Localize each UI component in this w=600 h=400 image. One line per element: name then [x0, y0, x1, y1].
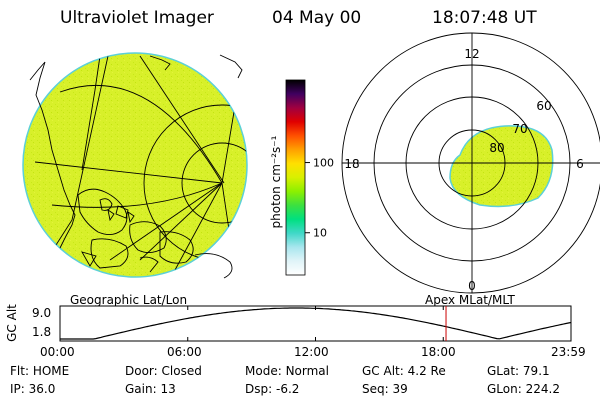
info-dsp: Dsp: -6.2	[245, 382, 299, 396]
xtick-3: 18:00	[421, 345, 456, 359]
info-seq-label: Seq:	[362, 382, 389, 396]
info-flt: Flt: HOME	[10, 364, 69, 378]
info-gcalt-label: GC Alt:	[362, 364, 404, 378]
colorbar-ticks: 100 10	[305, 157, 334, 240]
auroral-oval	[449, 125, 554, 208]
altitude-ytick-max: 9.0	[32, 306, 52, 320]
time-label: 18:07:48 UT	[432, 8, 537, 28]
altitude-frame	[59, 305, 572, 342]
info-mode: Mode: Normal	[245, 364, 329, 378]
info-door-value: Closed	[161, 364, 202, 378]
polar-plot: 12 18 6 0 60 70 80	[341, 32, 600, 294]
info-mode-value: Normal	[285, 364, 329, 378]
info-gain: Gain: 13	[125, 382, 176, 396]
polar-grid	[341, 32, 600, 294]
xtick-4: 23:59	[551, 345, 586, 359]
info-door: Door: Closed	[125, 364, 202, 378]
mlt-label-left: 18	[344, 157, 359, 171]
left-panel-label: Geographic Lat/Lon	[70, 293, 188, 307]
coastlines	[29, 54, 243, 279]
right-panel-label: Apex MLat/MLT	[425, 293, 515, 307]
mlat-label-80: 80	[489, 141, 504, 155]
info-door-label: Door:	[125, 364, 158, 378]
mlat-label-70: 70	[512, 122, 527, 136]
mlt-label-bottom: 0	[468, 279, 476, 293]
info-flt-label: Flt:	[10, 364, 29, 378]
image-disk	[22, 52, 248, 278]
info-glon-value: 224.2	[525, 382, 560, 396]
colorbar-rect	[285, 79, 306, 276]
info-seq: Seq: 39	[362, 382, 408, 396]
info-ip: IP: 36.0	[10, 382, 55, 396]
colorbar-tick-label-0: 100	[313, 157, 334, 170]
altitude-ytick-min: 1.8	[32, 325, 52, 339]
colorbar: 100 10	[285, 79, 334, 276]
xtick-2: 12:00	[294, 345, 329, 359]
date-label: 04 May 00	[272, 8, 362, 28]
info-dsp-label: Dsp:	[245, 382, 273, 396]
info-gain-value: 13	[160, 382, 176, 396]
mlt-label-top: 12	[464, 47, 479, 61]
info-glat: GLat: 79.1	[487, 364, 550, 378]
mlt-label-right: 6	[576, 157, 584, 171]
info-gain-label: Gain:	[125, 382, 157, 396]
altitude-ylabel: GC Alt	[5, 304, 19, 342]
info-seq-value: 39	[392, 382, 408, 396]
xtick-1: 06:00	[167, 345, 202, 359]
info-gcalt-value: 4.2 Re	[407, 364, 446, 378]
mlat-label-60: 60	[536, 99, 551, 113]
info-glat-value: 79.1	[522, 364, 550, 378]
info-ip-value: 36.0	[28, 382, 56, 396]
app-title: Ultraviolet Imager	[60, 8, 214, 28]
altitude-curve	[60, 307, 572, 340]
info-flt-value: HOME	[32, 364, 70, 378]
geo-grid	[34, 55, 247, 271]
geographic-image	[22, 52, 248, 279]
colorbar-tick-label-1: 10	[313, 227, 327, 240]
altitude-plot	[59, 305, 572, 342]
xtick-0: 00:00	[40, 345, 75, 359]
info-dsp-value: -6.2	[275, 382, 300, 396]
colorbar-label: photon cm⁻²s⁻¹	[269, 135, 283, 229]
info-gcalt: GC Alt: 4.2 Re	[362, 364, 446, 378]
info-mode-label: Mode:	[245, 364, 282, 378]
info-glon-label: GLon:	[487, 382, 522, 396]
altitude-xticks	[59, 306, 572, 341]
info-ip-label: IP:	[10, 382, 25, 396]
info-glat-label: GLat:	[487, 364, 520, 378]
info-glon: GLon: 224.2	[487, 382, 560, 396]
